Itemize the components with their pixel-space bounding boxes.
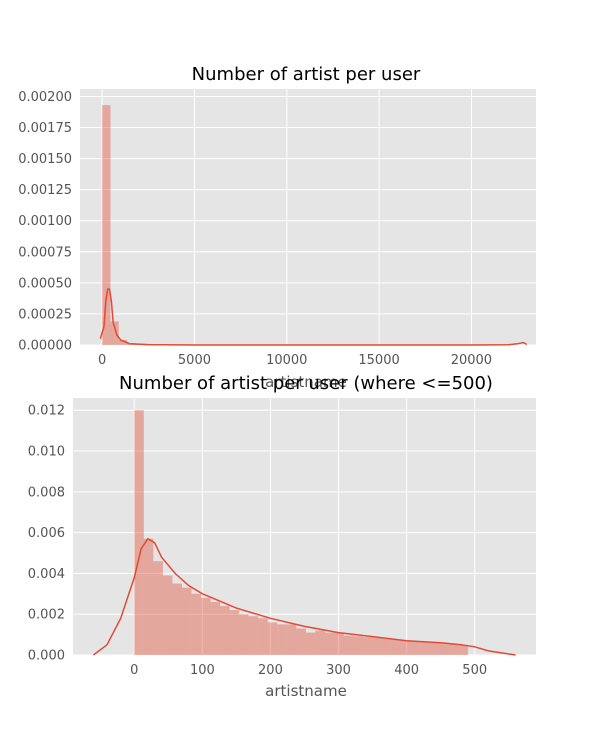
x-tick-label: 5000 xyxy=(178,353,211,368)
y-tick-label: 0.002 xyxy=(28,608,65,623)
y-tick-label: 0.00175 xyxy=(18,121,72,136)
x-tick-label: 400 xyxy=(394,663,419,678)
histogram-bar xyxy=(191,593,202,655)
y-tick-label: 0.006 xyxy=(28,526,65,541)
histogram-bar xyxy=(134,410,144,655)
histogram-bar xyxy=(420,641,430,655)
histogram-bar xyxy=(324,632,335,655)
histogram-bar xyxy=(277,624,287,655)
histogram-bar xyxy=(315,630,325,655)
histogram-bar xyxy=(102,105,111,346)
histogram-bar xyxy=(118,340,128,345)
kde-curve xyxy=(99,288,528,346)
histogram-bar xyxy=(220,606,230,655)
y-tick-label: 0.010 xyxy=(28,445,65,460)
y-tick-label: 0.00000 xyxy=(18,339,72,354)
histogram-bar xyxy=(382,638,392,655)
histogram-bar xyxy=(248,616,259,655)
gridlines xyxy=(80,89,536,346)
histogram-bars xyxy=(134,410,468,655)
histogram-bar xyxy=(429,642,440,655)
x-tick-label: 500 xyxy=(462,663,487,678)
x-tick-label: 0 xyxy=(130,663,138,678)
x-tick-label: 300 xyxy=(326,663,351,678)
histogram-bar xyxy=(458,645,468,655)
x-tick-label: 100 xyxy=(190,663,215,678)
x-tick-label: 20000 xyxy=(451,353,492,368)
histogram-bar xyxy=(286,624,297,655)
histogram-bar xyxy=(258,618,268,655)
histogram-bar xyxy=(343,635,354,655)
histogram-bar xyxy=(110,321,119,345)
y-tick-label: 0.00150 xyxy=(18,152,72,167)
x-tick-label: 200 xyxy=(258,663,283,678)
x-tick-label: 15000 xyxy=(358,353,399,368)
x-tick-label: 0 xyxy=(98,353,106,368)
y-tick-label: 0.00025 xyxy=(18,307,72,322)
histogram-bar xyxy=(239,614,249,655)
x-axis-label: artistname xyxy=(265,682,347,700)
x-axis-label: artistname xyxy=(265,373,347,391)
histogram-bar xyxy=(267,622,278,655)
y-tick-label: 0.00075 xyxy=(18,245,72,260)
histogram-bar xyxy=(229,610,240,655)
histogram-bar xyxy=(410,641,421,655)
chart-artists-per-user: 0 5000 10000 15000 20000 0.000000.000250.000… xyxy=(18,64,536,391)
y-tick-label: 0.00050 xyxy=(18,276,72,291)
histogram-bar xyxy=(296,628,306,655)
histogram-bar xyxy=(143,538,154,655)
x-tick-labels: 0 5000 10000 15000 20000 xyxy=(98,353,492,368)
histogram-bar xyxy=(334,632,344,655)
x-tick-label: 10000 xyxy=(266,353,307,368)
histogram-bar xyxy=(448,644,459,655)
x-tick-labels: 0 100 200 300 400 500 xyxy=(130,663,487,678)
kde-curve xyxy=(92,537,516,656)
y-tick-label: 0.00100 xyxy=(18,214,72,229)
histogram-bar xyxy=(372,637,383,655)
histogram-bar xyxy=(153,561,163,655)
histogram-bar xyxy=(353,636,364,655)
histogram-bar xyxy=(439,643,449,655)
histogram-bar xyxy=(210,601,221,655)
plot-background xyxy=(73,398,536,655)
chart-title: Number of artist per user xyxy=(192,64,421,85)
y-tick-labels: 0.00000 0.00025 0.00050 0.00075 0.00100 0.001… xyxy=(18,90,72,354)
histogram-bar xyxy=(391,639,402,655)
y-tick-label: 0.012 xyxy=(28,404,65,419)
histogram-bar xyxy=(201,597,211,655)
histogram-bar xyxy=(401,640,411,655)
gridlines xyxy=(73,398,536,656)
histogram-bar xyxy=(162,575,173,655)
plot-background xyxy=(80,89,536,345)
y-tick-label: 0.008 xyxy=(28,485,65,500)
histogram-bar xyxy=(305,632,316,655)
chart-title: Number of artist per user (where <=500) xyxy=(119,373,493,394)
y-tick-label: 0.00200 xyxy=(18,90,72,105)
y-tick-label: 0.000 xyxy=(28,649,65,664)
y-tick-label: 0.00125 xyxy=(18,183,72,198)
chart-artists-per-user-filtered: 0 100 200 300 400 500 0.0000.0020.0040.0060.0… xyxy=(28,373,536,700)
y-tick-label: 0.004 xyxy=(28,567,65,582)
histogram-bar xyxy=(363,637,373,655)
y-tick-labels: 0.000 0.002 0.004 0.006 0.008 0.010 0.012 xyxy=(28,404,65,664)
histogram-bar xyxy=(172,583,182,655)
histogram-bar xyxy=(181,587,192,655)
